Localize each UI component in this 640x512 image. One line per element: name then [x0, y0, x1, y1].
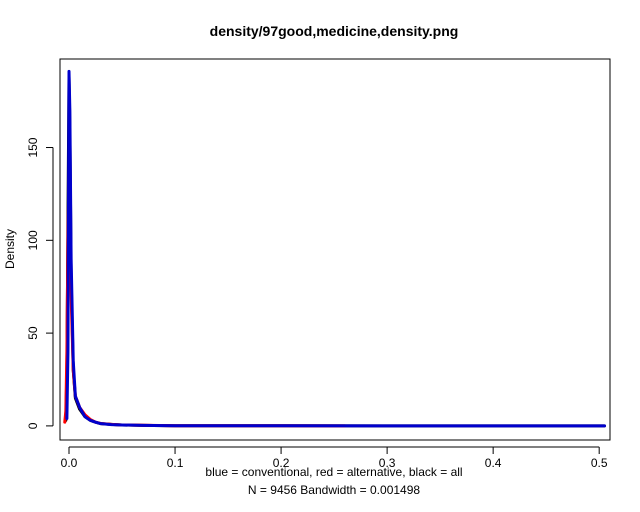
- y-tick-label: 50: [26, 326, 40, 340]
- x-axis: 0.0 0.1 0.2 0.3 0.4 0.5: [61, 446, 608, 470]
- y-tick-label: 100: [26, 230, 40, 250]
- x-tick-label: 0.0: [61, 456, 78, 470]
- y-axis: 0 50 100 150: [26, 137, 54, 429]
- plot-frame: [59, 58, 611, 441]
- y-tick-label: 150: [26, 137, 40, 157]
- density-line-3: [65, 69, 606, 428]
- x-tick-label: 0.3: [379, 456, 396, 470]
- x-tick-label: 0.1: [167, 456, 184, 470]
- x-tick-label: 0.5: [591, 456, 608, 470]
- series-layer: [63, 69, 606, 428]
- x-axis-label: blue = conventional, red = alternative, …: [205, 465, 462, 479]
- chart-title: density/97good,medicine,density.png: [210, 23, 459, 39]
- x-tick-label: 0.2: [273, 456, 290, 470]
- x-axis-sublabel: N = 9456 Bandwidth = 0.001498: [248, 483, 420, 497]
- y-tick-label: 0: [26, 422, 40, 429]
- density-line-2: [63, 166, 347, 428]
- y-axis-label: Density: [3, 229, 17, 269]
- density-line-1: [64, 75, 606, 428]
- x-tick-label: 0.4: [485, 456, 502, 470]
